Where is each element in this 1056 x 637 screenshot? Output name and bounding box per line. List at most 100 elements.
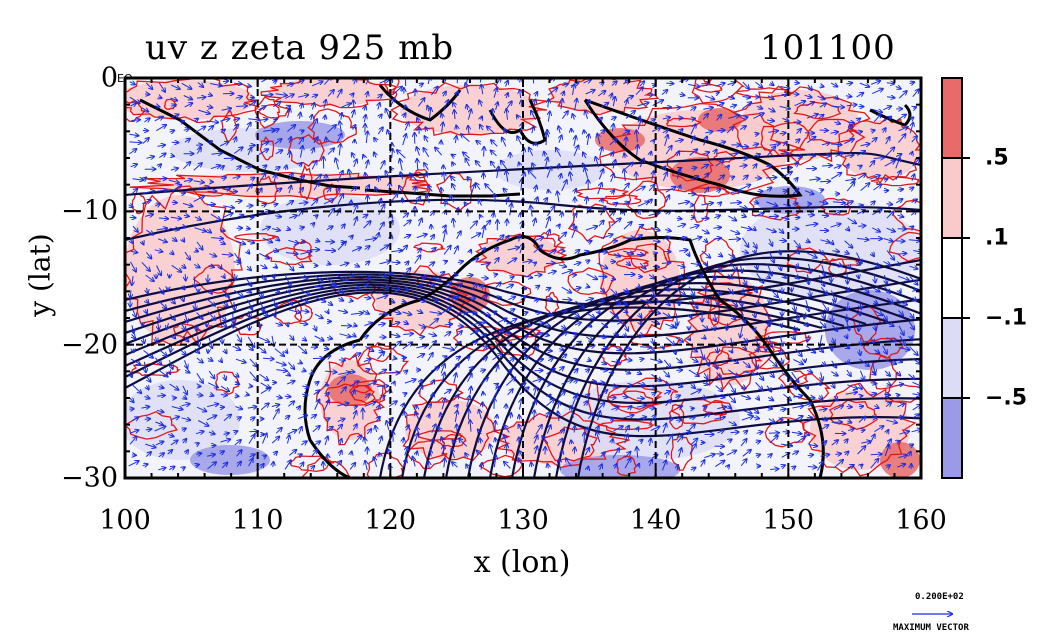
wind-vector [182,428,186,430]
wind-vector [302,370,305,371]
vorticity-contour [793,101,842,120]
wind-vector [314,335,324,341]
wind-vector [548,190,549,193]
wind-vector [298,203,308,204]
wind-vector [237,417,241,419]
wind-vector [170,114,179,117]
wind-vector [220,451,224,453]
vorticity-contour [574,187,629,200]
wind-vector [300,252,311,255]
wind-vector [247,241,254,243]
wind-vector [271,437,279,444]
wind-vector [143,178,147,181]
wind-vector [272,409,279,420]
wind-vector [158,97,161,98]
wind-vector [311,161,316,170]
wind-vector [271,405,279,407]
wind-vector [545,263,555,264]
wind-vector [274,313,275,317]
x-tick-label: 160 [895,505,947,536]
wind-vector [676,370,682,371]
wind-vector [196,241,203,250]
y-tick-label: 0 [100,62,118,94]
wind-vector [219,242,225,244]
wind-vector [142,138,149,144]
wind-vector [327,188,331,193]
wind-vector [220,359,222,362]
wind-vector [133,309,136,317]
wind-vector [260,388,271,395]
wind-vector [574,360,577,361]
vorticity-contour [803,382,917,477]
wind-vector [141,407,150,409]
wind-vector [234,440,241,446]
wind-vector [259,301,264,312]
colorbar-segment [942,398,962,478]
wind-vector [327,148,334,155]
wind-vector [183,180,192,182]
wind-vector [168,180,179,183]
wind-vector [224,349,226,353]
wind-vector [258,336,269,342]
wind-vector [640,347,651,348]
wind-vector [248,86,251,87]
wind-vector [193,163,202,171]
wind-vector [314,313,323,318]
wind-vector [273,80,277,82]
wind-vector [274,348,284,356]
wind-vector [263,130,275,132]
wind-vector [325,437,328,446]
wind-vector [158,287,164,294]
wind-vector [208,370,214,378]
vorticity-contour [413,168,428,179]
wind-vector [221,463,227,469]
wind-vector [819,155,830,156]
wind-vector [415,89,416,97]
wind-vector [260,309,268,316]
wind-vector [186,450,189,454]
shade-blob [400,85,540,135]
wind-vector [196,145,202,146]
wind-vector [248,119,259,120]
wind-vector [132,325,134,333]
wind-vector [574,448,575,454]
wind-vector [132,334,136,338]
vorticity-contour [292,239,313,261]
wind-vector [300,289,310,295]
wind-vector [768,433,779,434]
wind-vector [194,127,205,133]
wind-vector [315,297,326,302]
wind-vector [261,204,266,206]
wind-vector [236,228,242,229]
wind-vector [443,445,444,455]
wind-vector [484,147,485,157]
wind-vector [274,174,276,182]
wind-vector [237,462,241,467]
wind-vector [222,81,228,82]
wind-vector [780,153,789,154]
wind-vector [132,225,138,232]
vorticity-contour [828,399,878,430]
wind-vector [313,137,318,144]
colorbar-segment [942,318,962,398]
wind-vector [196,406,206,411]
wind-vector [327,209,334,217]
wind-vector [195,431,204,433]
wind-vector [245,289,251,293]
wind-vector [223,433,229,435]
wind-vector [197,420,208,426]
wind-vector [220,166,224,169]
y-tick-label: −30 [61,462,118,494]
wind-vector [260,95,272,96]
wind-vector [130,398,134,402]
wind-vector [379,453,380,457]
wind-vector [249,101,255,107]
wind-vector [236,450,242,457]
wind-vector [259,211,269,214]
wind-vector [261,227,270,230]
wind-vector [847,122,854,123]
geopotential-contour [444,288,867,478]
wind-vector [260,173,265,181]
wind-vector [259,188,262,194]
